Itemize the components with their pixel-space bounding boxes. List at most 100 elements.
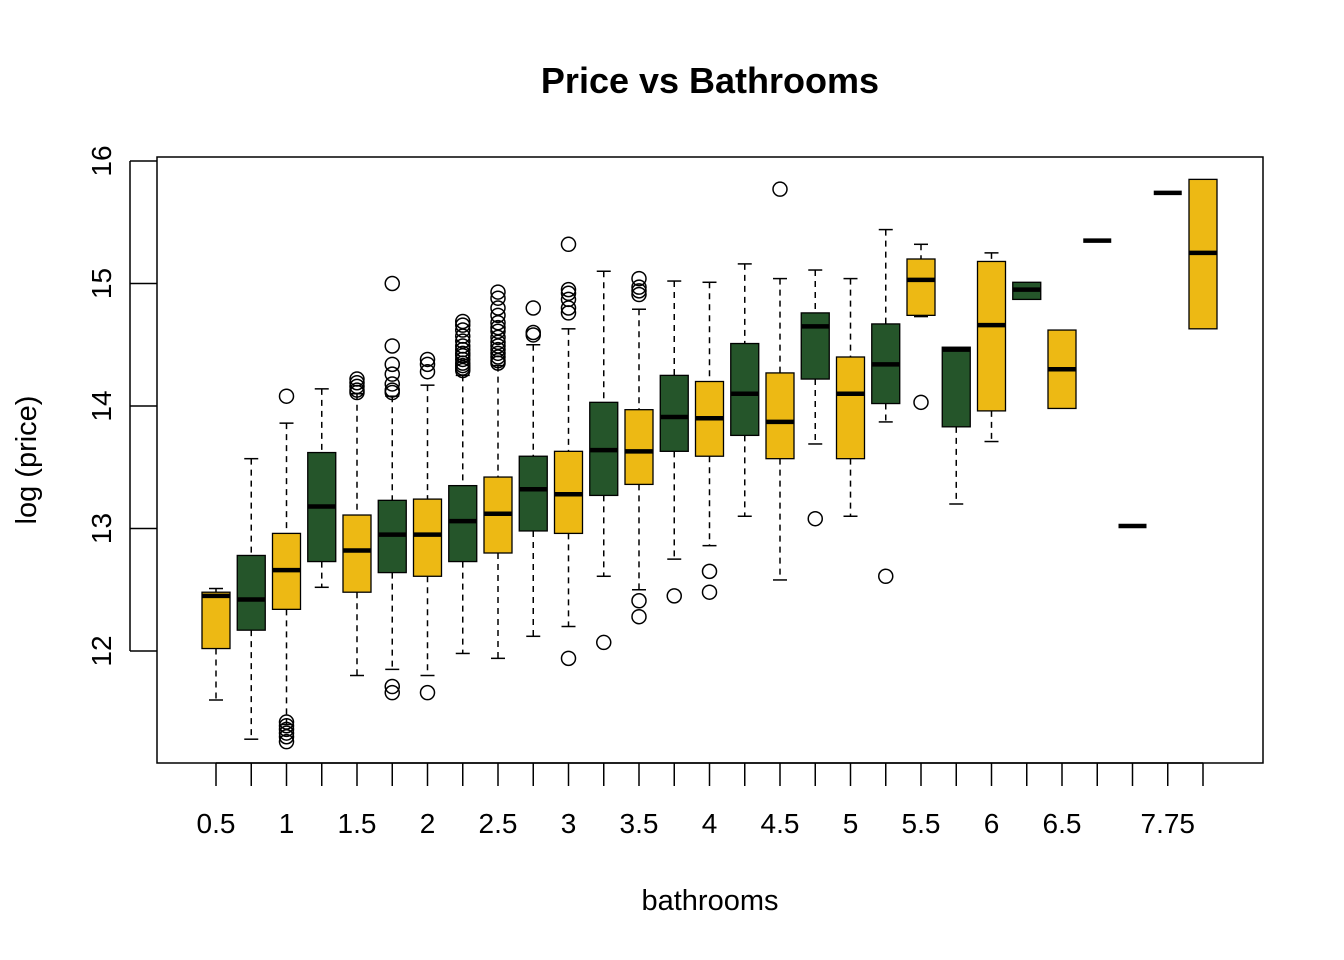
- outlier-point: [560, 281, 577, 298]
- outlier-point: [349, 374, 365, 391]
- outlier-point: [455, 351, 471, 368]
- outlier-point: [560, 300, 577, 316]
- outlier-point: [419, 684, 436, 701]
- box-rect: [800, 312, 830, 380]
- x-tick-label: 5: [843, 808, 859, 839]
- box-1.25: [307, 388, 337, 589]
- box-rect: [976, 260, 1007, 412]
- y-tick-label: 15: [86, 268, 117, 299]
- outlier-point: [666, 588, 682, 604]
- box-0.5: [201, 587, 231, 701]
- box-rect: [730, 342, 760, 437]
- box-4.5: [765, 181, 795, 581]
- x-tick-label: 7.75: [1141, 808, 1196, 839]
- box-5: [835, 277, 866, 517]
- box-rect: [659, 374, 689, 452]
- box-2.5: [483, 284, 513, 660]
- y-tick-label: 12: [86, 635, 117, 666]
- outlier-point: [455, 322, 471, 338]
- outlier-point: [349, 384, 365, 401]
- box-rect: [236, 554, 266, 631]
- box-4.25: [730, 263, 760, 517]
- outlier-point: [913, 394, 929, 411]
- outlier-point: [384, 684, 400, 701]
- outlier-point: [490, 323, 506, 340]
- outlier-point: [560, 285, 577, 302]
- box-rect: [518, 455, 548, 532]
- outlier-point: [455, 313, 471, 330]
- y-tick-label: 14: [86, 390, 117, 421]
- box-3.5: [624, 270, 654, 625]
- box-rect: [448, 484, 478, 563]
- box-rect: [624, 409, 654, 486]
- x-axis: 0.5 1 1.5 2 2.5 3 3.5 4 4.5 5 5.5 6 6.5 7.75: [197, 762, 1204, 839]
- outlier-point: [701, 584, 718, 600]
- box-1: [271, 388, 302, 750]
- x-tick-label: 3.5: [620, 808, 659, 839]
- outlier-point: [419, 363, 436, 380]
- outlier-point: [384, 356, 400, 373]
- outlier-point: [278, 721, 295, 738]
- box-rect: [835, 356, 866, 460]
- y-axis-label: log (price): [11, 396, 43, 525]
- y-axis: 12 13 14 15 16: [86, 145, 157, 667]
- box-rect: [201, 591, 231, 650]
- x-tick-label: 2.5: [479, 808, 518, 839]
- outlier-point: [419, 351, 436, 368]
- outlier-point: [490, 355, 506, 371]
- box-1.5: [342, 371, 372, 677]
- outlier-point: [419, 356, 436, 373]
- outlier-point: [596, 634, 612, 651]
- outlier-point: [560, 236, 577, 253]
- outlier-point: [525, 300, 541, 316]
- box-5.5: [906, 243, 936, 411]
- outlier-point: [384, 384, 400, 401]
- x-tick-label: 4.5: [761, 808, 800, 839]
- outlier-point: [631, 286, 647, 303]
- box-2.25: [448, 313, 478, 655]
- outlier-point: [278, 733, 295, 750]
- outlier-point: [384, 338, 400, 354]
- outlier-point: [278, 729, 295, 745]
- box-2: [412, 351, 443, 701]
- outlier-point: [384, 376, 400, 392]
- box-1.75: [377, 275, 407, 701]
- outlier-point: [490, 349, 506, 365]
- box-6.25: [1012, 281, 1042, 301]
- x-tick-label: 1: [279, 808, 295, 839]
- box-rect: [941, 346, 971, 428]
- x-tick-label: 6: [984, 808, 1000, 839]
- outlier-point: [278, 388, 295, 404]
- outlier-point: [384, 366, 400, 382]
- box-4: [694, 281, 725, 600]
- outlier-point: [490, 307, 506, 324]
- box-6: [976, 252, 1007, 443]
- outlier-point: [807, 510, 823, 527]
- box-rect: [342, 514, 372, 593]
- boxes-layer: [201, 178, 1218, 750]
- outlier-point: [701, 563, 718, 580]
- outlier-point: [631, 270, 647, 287]
- box-3.75: [659, 280, 689, 604]
- outlier-point: [349, 378, 365, 395]
- outlier-point: [490, 329, 506, 346]
- x-tick-label: 0.5: [197, 808, 236, 839]
- outlier-point: [631, 279, 647, 295]
- x-tick-label: 1.5: [338, 808, 377, 839]
- outlier-point: [490, 284, 506, 300]
- outlier-point: [278, 717, 295, 734]
- outlier-point: [278, 725, 295, 741]
- box-2.75: [518, 300, 548, 638]
- outlier-point: [631, 608, 647, 625]
- box-rect: [765, 372, 795, 460]
- outlier-point: [384, 678, 400, 695]
- box-rect: [412, 498, 443, 577]
- outlier-point: [455, 362, 471, 379]
- outlier-point: [878, 568, 894, 585]
- x-tick-label: 5.5: [902, 808, 941, 839]
- box-5.75: [941, 346, 971, 505]
- outlier-point: [560, 650, 577, 667]
- outlier-point: [525, 327, 541, 343]
- box-4.75: [800, 269, 830, 527]
